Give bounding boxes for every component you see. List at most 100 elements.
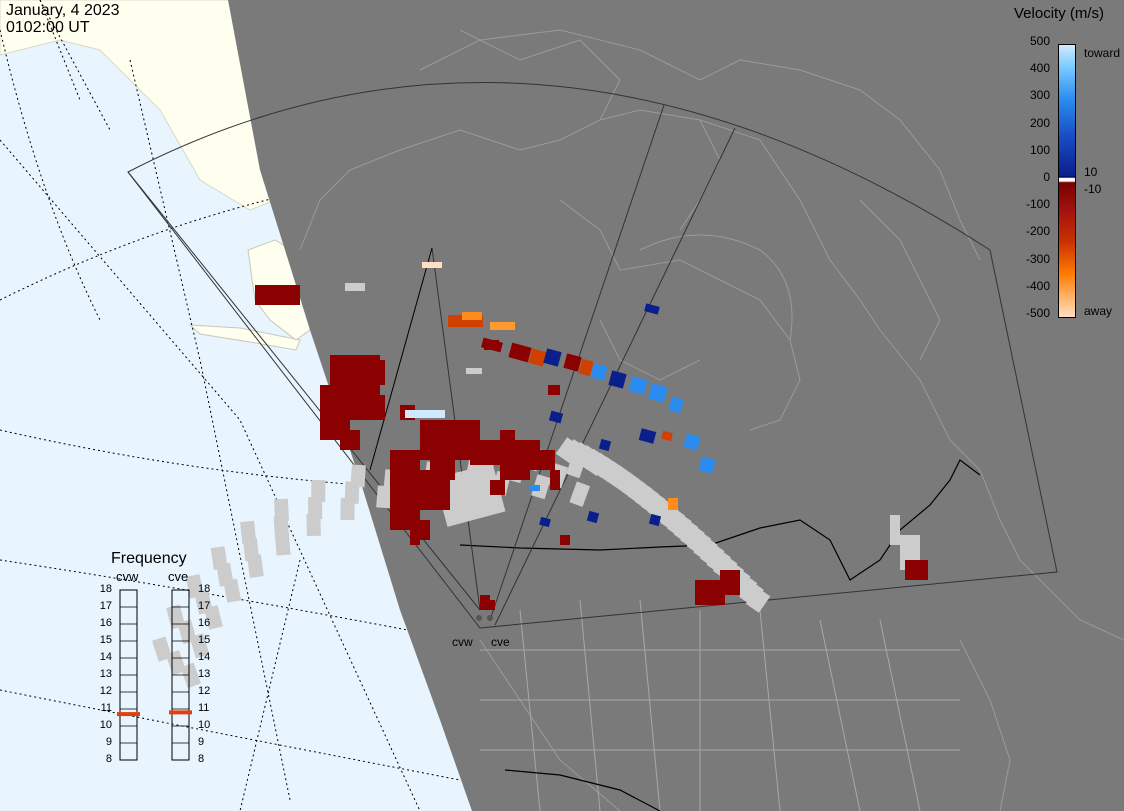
echo-cell: [739, 580, 764, 607]
echo-cell: [344, 481, 360, 504]
echo-cell: [430, 460, 455, 480]
frequency-scale-label: 10: [198, 719, 211, 731]
velocity-tick-label: 0: [1043, 170, 1050, 184]
echo-cell: [185, 574, 204, 599]
velocity-tick-label: 200: [1029, 115, 1050, 130]
echo-cell: [712, 554, 738, 581]
echo-cell: [648, 383, 668, 403]
echo-cell: [543, 348, 562, 367]
velocity-away-label: away: [1084, 304, 1113, 318]
echo-cell: [590, 363, 608, 381]
echo-cell: [668, 396, 684, 414]
echo-cell: [644, 303, 660, 315]
velocity-tick-label: 300: [1029, 88, 1050, 103]
time-label: 0102:00 UT: [6, 19, 90, 36]
frequency-radar-cve: cve: [168, 569, 189, 584]
echo-cell: [481, 337, 503, 353]
echo-cell: [242, 537, 260, 562]
radar-site-cvw: [476, 615, 482, 621]
date-label: January, 4 2023: [6, 2, 120, 19]
frequency-scale-label: 16: [198, 617, 211, 629]
velocity-tick-label: 500: [1029, 34, 1050, 48]
echo-cell: [480, 595, 490, 610]
echo-cell: [210, 546, 228, 570]
velocity-tick-label: -300: [1025, 251, 1050, 266]
map-site-label-cve: cve: [491, 635, 510, 649]
frequency-title: Frequency: [111, 550, 187, 567]
fov-beam: [369, 247, 433, 471]
echo-cell: [539, 516, 551, 528]
echo-cell: [422, 262, 442, 268]
echo-cell: [540, 450, 555, 470]
echo-cell: [345, 283, 365, 291]
echo-cell: [405, 410, 445, 418]
echo-cell: [586, 510, 600, 524]
frequency-radar-cvw: cvw: [116, 569, 139, 584]
echo-cell: [890, 515, 900, 545]
echo-cell: [350, 464, 366, 488]
map-site-label-cvw: cvw: [452, 635, 473, 649]
echo-cell: [530, 485, 540, 491]
frequency-scale-label: 17: [198, 600, 211, 612]
frequency-scale-label: 9: [198, 736, 205, 748]
frequency-scale-label: 18: [99, 583, 112, 595]
aleutian-land: [188, 324, 301, 351]
frequency-scale-label: 8: [105, 753, 112, 765]
echo-cell: [152, 636, 173, 662]
frequency-scale-label: 16: [99, 617, 112, 629]
echo-cell: [311, 479, 326, 503]
velocity-toward-label: toward: [1084, 46, 1121, 60]
echo-cell: [638, 428, 657, 444]
echo-cell: [490, 480, 505, 495]
frequency-scale-label: 17: [99, 600, 112, 612]
echo-cell: [720, 570, 740, 595]
coastlines: [299, 29, 1124, 811]
radar-echoes: [152, 262, 928, 689]
velocity-tick-label: -500: [1025, 306, 1050, 320]
frequency-scale-label: 12: [198, 685, 211, 697]
echo-cell: [563, 353, 582, 372]
velocity-neg10-label: -10: [1084, 182, 1102, 196]
echo-cell: [500, 430, 515, 440]
velocity-legend-title: Velocity (m/s): [1014, 5, 1105, 22]
echo-cell: [683, 433, 701, 451]
echo-cell: [255, 285, 300, 305]
frequency-scale-label: 14: [198, 651, 211, 663]
state-borders: [480, 599, 960, 811]
frequency-scale-label: 11: [198, 702, 210, 714]
echo-cell: [608, 370, 627, 389]
frequency-scale-label: 13: [99, 668, 112, 680]
echo-cell: [598, 438, 612, 452]
velocity-tick-label: -400: [1025, 278, 1050, 293]
mexico-border: [504, 769, 661, 811]
frequency-scale-label: 18: [198, 583, 211, 595]
echo-cell: [661, 430, 673, 442]
echo-cell: [273, 498, 289, 522]
frequency-scale-label: 12: [99, 685, 112, 697]
echo-cell: [548, 410, 564, 424]
echo-cell: [355, 360, 385, 385]
echo-cell: [531, 474, 551, 500]
echo-cell: [340, 440, 350, 450]
echo-cell: [490, 600, 495, 610]
echo-cell: [745, 587, 771, 613]
echo-cell: [528, 348, 547, 367]
frequency-scale-label: 8: [198, 753, 205, 765]
echo-cell: [905, 560, 920, 580]
echo-cell: [240, 520, 257, 545]
echo-cell: [308, 497, 323, 520]
echo-cell: [548, 385, 560, 395]
echo-cell: [628, 376, 648, 395]
us-canada-border: [459, 459, 981, 581]
echo-cell: [550, 470, 560, 490]
echo-cell: [693, 535, 718, 562]
echo-cell: [508, 342, 532, 363]
echo-cell: [306, 513, 321, 537]
velocity-tick-label: -100: [1025, 197, 1050, 212]
echo-cell: [569, 481, 591, 507]
echo-cell: [520, 440, 540, 470]
frequency-scale-label: 15: [99, 634, 112, 646]
echo-cell: [466, 368, 482, 374]
